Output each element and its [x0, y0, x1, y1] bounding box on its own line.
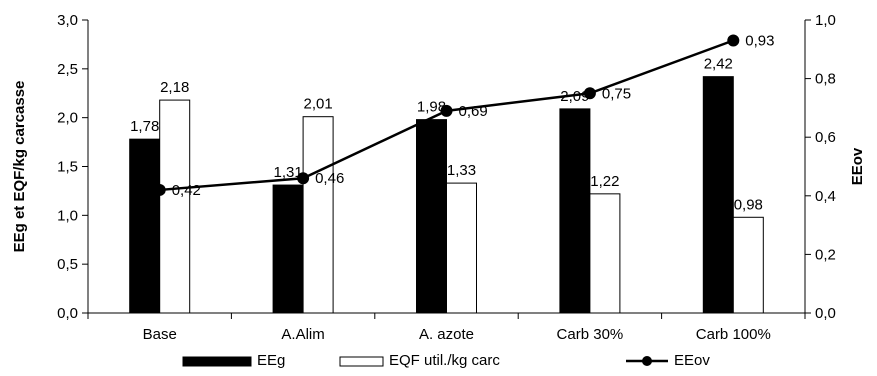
y-axis-title-left: EEg et EQF/kg carcasse: [11, 81, 28, 253]
eeov-line: [153, 34, 740, 196]
data-label-eeov: 0,42: [172, 182, 201, 199]
data-label-eeov: 0,75: [602, 85, 631, 102]
y-tick-left-label: 3,0: [57, 12, 78, 29]
y-tick-right-label: 1,0: [815, 12, 836, 29]
bar-eeg: [272, 184, 304, 314]
point-eeov: [440, 104, 453, 117]
data-label-eeg: 1,98: [417, 99, 446, 116]
point-eeov: [297, 172, 310, 185]
legend-marker-eeov: [642, 356, 652, 366]
y-tick-left-label: 2,5: [57, 61, 78, 78]
x-tick-label: Carb 100%: [696, 326, 771, 343]
point-eeov: [727, 34, 740, 47]
bar-eqf: [732, 216, 764, 314]
legend-label-eeov: EEov: [674, 352, 710, 369]
bar-eeg: [129, 138, 161, 314]
legend: EEg EQF util./kg carc EEov: [182, 352, 710, 369]
x-tick-label: Carb 30%: [557, 326, 624, 343]
y-tick-right-label: 0,6: [815, 129, 836, 146]
bar-eqf: [446, 182, 477, 314]
y-tick-right-label: 0,2: [815, 246, 836, 263]
y-tick-right-label: 0,4: [815, 188, 836, 205]
legend-swatch-eeg: [182, 356, 252, 367]
y-tick-left-label: 1,0: [57, 207, 78, 224]
axes: 0,0 0,5 1,0 1,5 2,0 2,5 3,0 0,0 0,2 0,4 0,6 0,8 1,0 B…: [11, 12, 866, 343]
x-tick-label: A. azote: [419, 326, 474, 343]
data-label-eqf: 0,98: [734, 196, 763, 213]
data-label-eeov: 0,46: [315, 170, 344, 187]
data-label-eeov: 0,93: [745, 33, 774, 50]
legend-label-eeg: EEg: [257, 352, 285, 369]
data-label-eeov: 0,69: [459, 103, 488, 120]
data-label-eqf: 1,33: [447, 162, 476, 179]
y-tick-left-label: 0,5: [57, 256, 78, 273]
bar-eeg: [416, 119, 447, 314]
legend-swatch-eqf: [339, 356, 384, 367]
data-label-eeg: 1,31: [273, 164, 302, 181]
bar-eqf: [589, 193, 621, 314]
bar-eeg: [702, 76, 734, 314]
y-tick-left-label: 0,0: [57, 305, 78, 322]
y-tick-right-label: 0,0: [815, 305, 836, 322]
bar-eqf: [159, 99, 191, 314]
x-tick-label: A.Alim: [281, 326, 324, 343]
data-label-eqf: 2,01: [303, 96, 332, 113]
y-axis-title-right: EEov: [849, 147, 866, 185]
y-tick-right-label: 0,8: [815, 71, 836, 88]
legend-label-eqf: EQF util./kg carc: [389, 352, 500, 369]
bars: [129, 76, 764, 314]
y-tick-left-label: 2,0: [57, 110, 78, 127]
data-label-eeg: 2,09: [560, 88, 589, 105]
point-eeov: [583, 87, 596, 100]
y-tick-left-label: 1,5: [57, 159, 78, 176]
data-label-eqf: 1,22: [590, 173, 619, 190]
data-label-eeg: 1,78: [130, 118, 159, 135]
data-label-eeg: 2,42: [704, 56, 733, 73]
bar-eeg: [559, 108, 591, 314]
data-labels: 1,78 2,18 1,31 2,01 1,98 1,33 2,09 1,22 2,42 0,98…: [130, 33, 774, 214]
point-eeov: [153, 183, 166, 196]
data-label-eqf: 2,18: [160, 79, 189, 96]
x-tick-label: Base: [143, 326, 177, 343]
bar-eqf: [302, 116, 334, 314]
